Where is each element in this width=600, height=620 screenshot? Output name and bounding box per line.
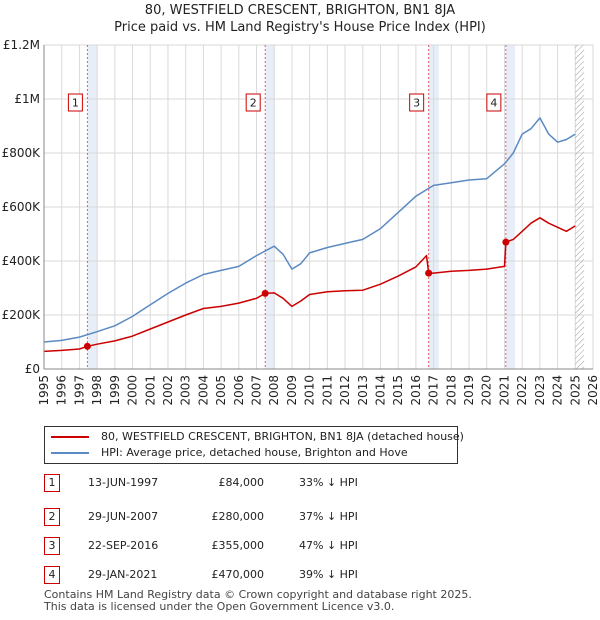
marker-label-text: 4 bbox=[490, 97, 497, 110]
property-line-swatch bbox=[51, 436, 89, 438]
transaction-hpi-diff: 33% ↓ HPI bbox=[299, 476, 358, 489]
x-tick-label: 2006 bbox=[232, 375, 246, 406]
x-tick-label: 2001 bbox=[143, 375, 157, 406]
x-tick-label: 2010 bbox=[303, 375, 317, 406]
transaction-number: 1 bbox=[44, 474, 60, 492]
x-tick-label: 2000 bbox=[126, 375, 140, 406]
y-tick-label: £1M bbox=[14, 92, 40, 106]
transaction-date: 22-SEP-2016 bbox=[88, 539, 159, 552]
hatched-region bbox=[575, 45, 585, 369]
x-tick-label: 2021 bbox=[497, 375, 511, 406]
x-tick-label: 2009 bbox=[285, 375, 299, 406]
sale-point bbox=[83, 342, 91, 350]
x-tick-label: 2018 bbox=[444, 375, 458, 406]
transaction-date: 29-JAN-2021 bbox=[88, 568, 158, 581]
hpi-line bbox=[43, 117, 576, 343]
series-lines bbox=[43, 117, 576, 353]
x-tick-label: 2002 bbox=[161, 375, 175, 406]
marker-label-text: 3 bbox=[413, 97, 420, 110]
chart-title-line1: 80, WESTFIELD CRESCENT, BRIGHTON, BN1 8J… bbox=[144, 3, 456, 18]
legend-property-label: 80, WESTFIELD CRESCENT, BRIGHTON, BN1 8J… bbox=[101, 430, 464, 443]
transaction-price: £84,000 bbox=[218, 476, 265, 489]
x-tick-label: 2024 bbox=[551, 375, 565, 406]
marker-label-text: 1 bbox=[72, 97, 79, 110]
transaction-number: 2 bbox=[44, 508, 60, 526]
price-chart: 1 2 3 4 £0 £200K £400K £600K £800K £1M £1.2M 1995 1… bbox=[2, 38, 600, 406]
x-tick-label: 2025 bbox=[568, 375, 582, 406]
x-tick-label: 1997 bbox=[72, 375, 86, 406]
x-tick-label: 1999 bbox=[108, 375, 122, 406]
x-tick-label: 2005 bbox=[214, 375, 228, 406]
marker-guides bbox=[86, 45, 507, 369]
marker-label-box bbox=[486, 93, 502, 112]
y-tick-label: £400K bbox=[2, 254, 42, 268]
chart-title-line2: Price paid vs. HM Land Registry's House … bbox=[114, 20, 486, 35]
forecast-hatch bbox=[575, 45, 585, 369]
footer: Contains HM Land Registry data © Crown c… bbox=[44, 589, 472, 613]
x-tick-label: 2022 bbox=[515, 375, 529, 406]
marker-label-box bbox=[245, 93, 261, 112]
x-tick-label: 1996 bbox=[55, 375, 69, 406]
y-tick-label: £0 bbox=[25, 362, 40, 376]
hpi-line-swatch bbox=[51, 452, 89, 454]
x-tick-label: 2015 bbox=[391, 375, 405, 406]
transaction-number: 3 bbox=[44, 537, 60, 555]
x-tick-label: 2026 bbox=[586, 375, 600, 406]
marker-label-box bbox=[409, 93, 425, 112]
y-tick-label: £1.2M bbox=[3, 38, 40, 52]
x-tick-label: 2003 bbox=[179, 375, 193, 406]
transaction-price: £280,000 bbox=[211, 510, 265, 523]
transaction-hpi-diff: 39% ↓ HPI bbox=[299, 568, 358, 581]
y-tick-label: £600K bbox=[2, 200, 42, 214]
transaction-date: 29-JUN-2007 bbox=[88, 510, 159, 523]
transaction-hpi-diff: 47% ↓ HPI bbox=[299, 539, 358, 552]
y-tick-label: £800K bbox=[2, 146, 42, 160]
sale-point bbox=[425, 269, 433, 277]
legend-hpi-label: HPI: Average price, detached house, Brig… bbox=[101, 446, 408, 459]
gridlines bbox=[43, 44, 594, 370]
legend: 80, WESTFIELD CRESCENT, BRIGHTON, BN1 8J… bbox=[44, 426, 464, 464]
x-tick-label: 2016 bbox=[409, 375, 423, 406]
x-tick-label: 1995 bbox=[37, 375, 51, 406]
transaction-price: £470,000 bbox=[211, 568, 265, 581]
footer-copyright: Contains HM Land Registry data © Crown c… bbox=[44, 588, 472, 601]
x-tick-label: 2012 bbox=[338, 375, 352, 406]
x-tick-label: 2007 bbox=[250, 375, 264, 406]
x-tick-label: 2014 bbox=[373, 375, 387, 406]
x-tick-label: 2008 bbox=[267, 375, 281, 406]
x-tick-label: 2023 bbox=[533, 375, 547, 406]
transaction-price: £355,000 bbox=[211, 539, 265, 552]
x-tick-label: 1998 bbox=[90, 375, 104, 406]
y-tick-label: £200K bbox=[2, 308, 42, 322]
x-tick-label: 2019 bbox=[462, 375, 476, 406]
x-tick-label: 2013 bbox=[356, 375, 370, 406]
marker-label-box bbox=[67, 93, 83, 112]
footer-licence: This data is licensed under the Open Gov… bbox=[44, 600, 395, 613]
x-tick-label: 2017 bbox=[427, 375, 441, 406]
sale-markers: 1 2 3 4 bbox=[67, 93, 510, 350]
sale-point bbox=[502, 238, 510, 246]
sale-point bbox=[261, 289, 269, 297]
transaction-date: 13-JUN-1997 bbox=[88, 476, 159, 489]
x-tick-label: 2011 bbox=[320, 375, 334, 406]
transaction-hpi-diff: 37% ↓ HPI bbox=[299, 510, 358, 523]
property-price-line bbox=[43, 217, 576, 353]
marker-label-text: 2 bbox=[250, 97, 257, 110]
transaction-number: 4 bbox=[44, 566, 60, 584]
x-tick-label: 2020 bbox=[480, 375, 494, 406]
x-tick-label: 2004 bbox=[196, 375, 210, 406]
